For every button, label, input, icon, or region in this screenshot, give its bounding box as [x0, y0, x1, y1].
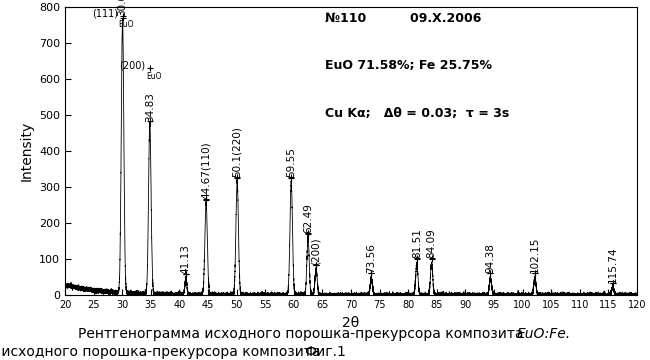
Text: 34.83: 34.83 — [0, 359, 1, 360]
Text: Cu Kα;   Δθ = 0.03;  τ = 3s: Cu Kα; Δθ = 0.03; τ = 3s — [0, 359, 1, 360]
Text: 41.13: 41.13 — [0, 359, 1, 360]
Text: 73.56: 73.56 — [367, 243, 376, 273]
Text: (111): (111) — [92, 8, 118, 18]
Text: 94.38: 94.38 — [0, 359, 1, 360]
Text: 62.49: 62.49 — [0, 359, 1, 360]
Text: (200): (200) — [0, 359, 1, 360]
Text: 102.15: 102.15 — [0, 359, 1, 360]
Text: 73.56: 73.56 — [0, 359, 1, 360]
Text: EuO 71.58%; Fe 25.75%: EuO 71.58%; Fe 25.75% — [325, 59, 492, 72]
Y-axis label: Intensity: Intensity — [20, 121, 33, 181]
Text: 34.83: 34.83 — [145, 93, 155, 122]
Text: Фиг.1: Фиг.1 — [304, 345, 346, 359]
Text: Рентгенограмма исходного порошка-прекурсора композита: Рентгенограмма исходного порошка-прекурс… — [78, 327, 528, 341]
Text: (200): (200) — [311, 237, 321, 265]
Text: 84.09: 84.09 — [0, 359, 1, 360]
Text: 30.06: 30.06 — [118, 0, 127, 16]
Text: EuO: EuO — [146, 72, 161, 81]
Text: 81.51: 81.51 — [412, 229, 422, 258]
Text: 115.74: 115.74 — [608, 246, 617, 283]
Text: 41.13: 41.13 — [181, 244, 191, 274]
Text: 81.51: 81.51 — [0, 359, 1, 360]
Text: 84.09: 84.09 — [426, 229, 437, 258]
Text: 44.67(110): 44.67(110) — [201, 141, 211, 199]
X-axis label: 2θ: 2θ — [343, 316, 359, 330]
Text: 62.49: 62.49 — [303, 203, 313, 233]
Text: 59.55: 59.55 — [286, 147, 296, 177]
Text: 50.1(220): 50.1(220) — [0, 359, 1, 360]
Text: 50.1(220): 50.1(220) — [232, 126, 242, 177]
Text: EuO 71.58%; Fe 25.75%: EuO 71.58%; Fe 25.75% — [0, 359, 1, 360]
Text: №110          09.Х.2006: №110 09.Х.2006 — [325, 12, 482, 24]
Text: (200): (200) — [119, 60, 145, 70]
Text: EuO:Fe.: EuO:Fe. — [517, 327, 571, 341]
Text: 44.67(110): 44.67(110) — [0, 359, 1, 360]
Text: Cu Kα;   Δθ = 0.03;  τ = 3s: Cu Kα; Δθ = 0.03; τ = 3s — [325, 107, 510, 120]
Text: 30.06: 30.06 — [0, 359, 1, 360]
Text: EuO: EuO — [118, 20, 134, 29]
Text: 115.74: 115.74 — [0, 359, 1, 360]
Text: 94.38: 94.38 — [486, 243, 495, 273]
Text: №110          09.Х.2006: №110 09.Х.2006 — [0, 359, 1, 360]
Text: 59.55: 59.55 — [0, 359, 1, 360]
Text: 102.15: 102.15 — [530, 237, 540, 273]
Text: Рентгенограмма исходного порошка-прекурсора композита: Рентгенограмма исходного порошка-прекурс… — [0, 345, 325, 359]
